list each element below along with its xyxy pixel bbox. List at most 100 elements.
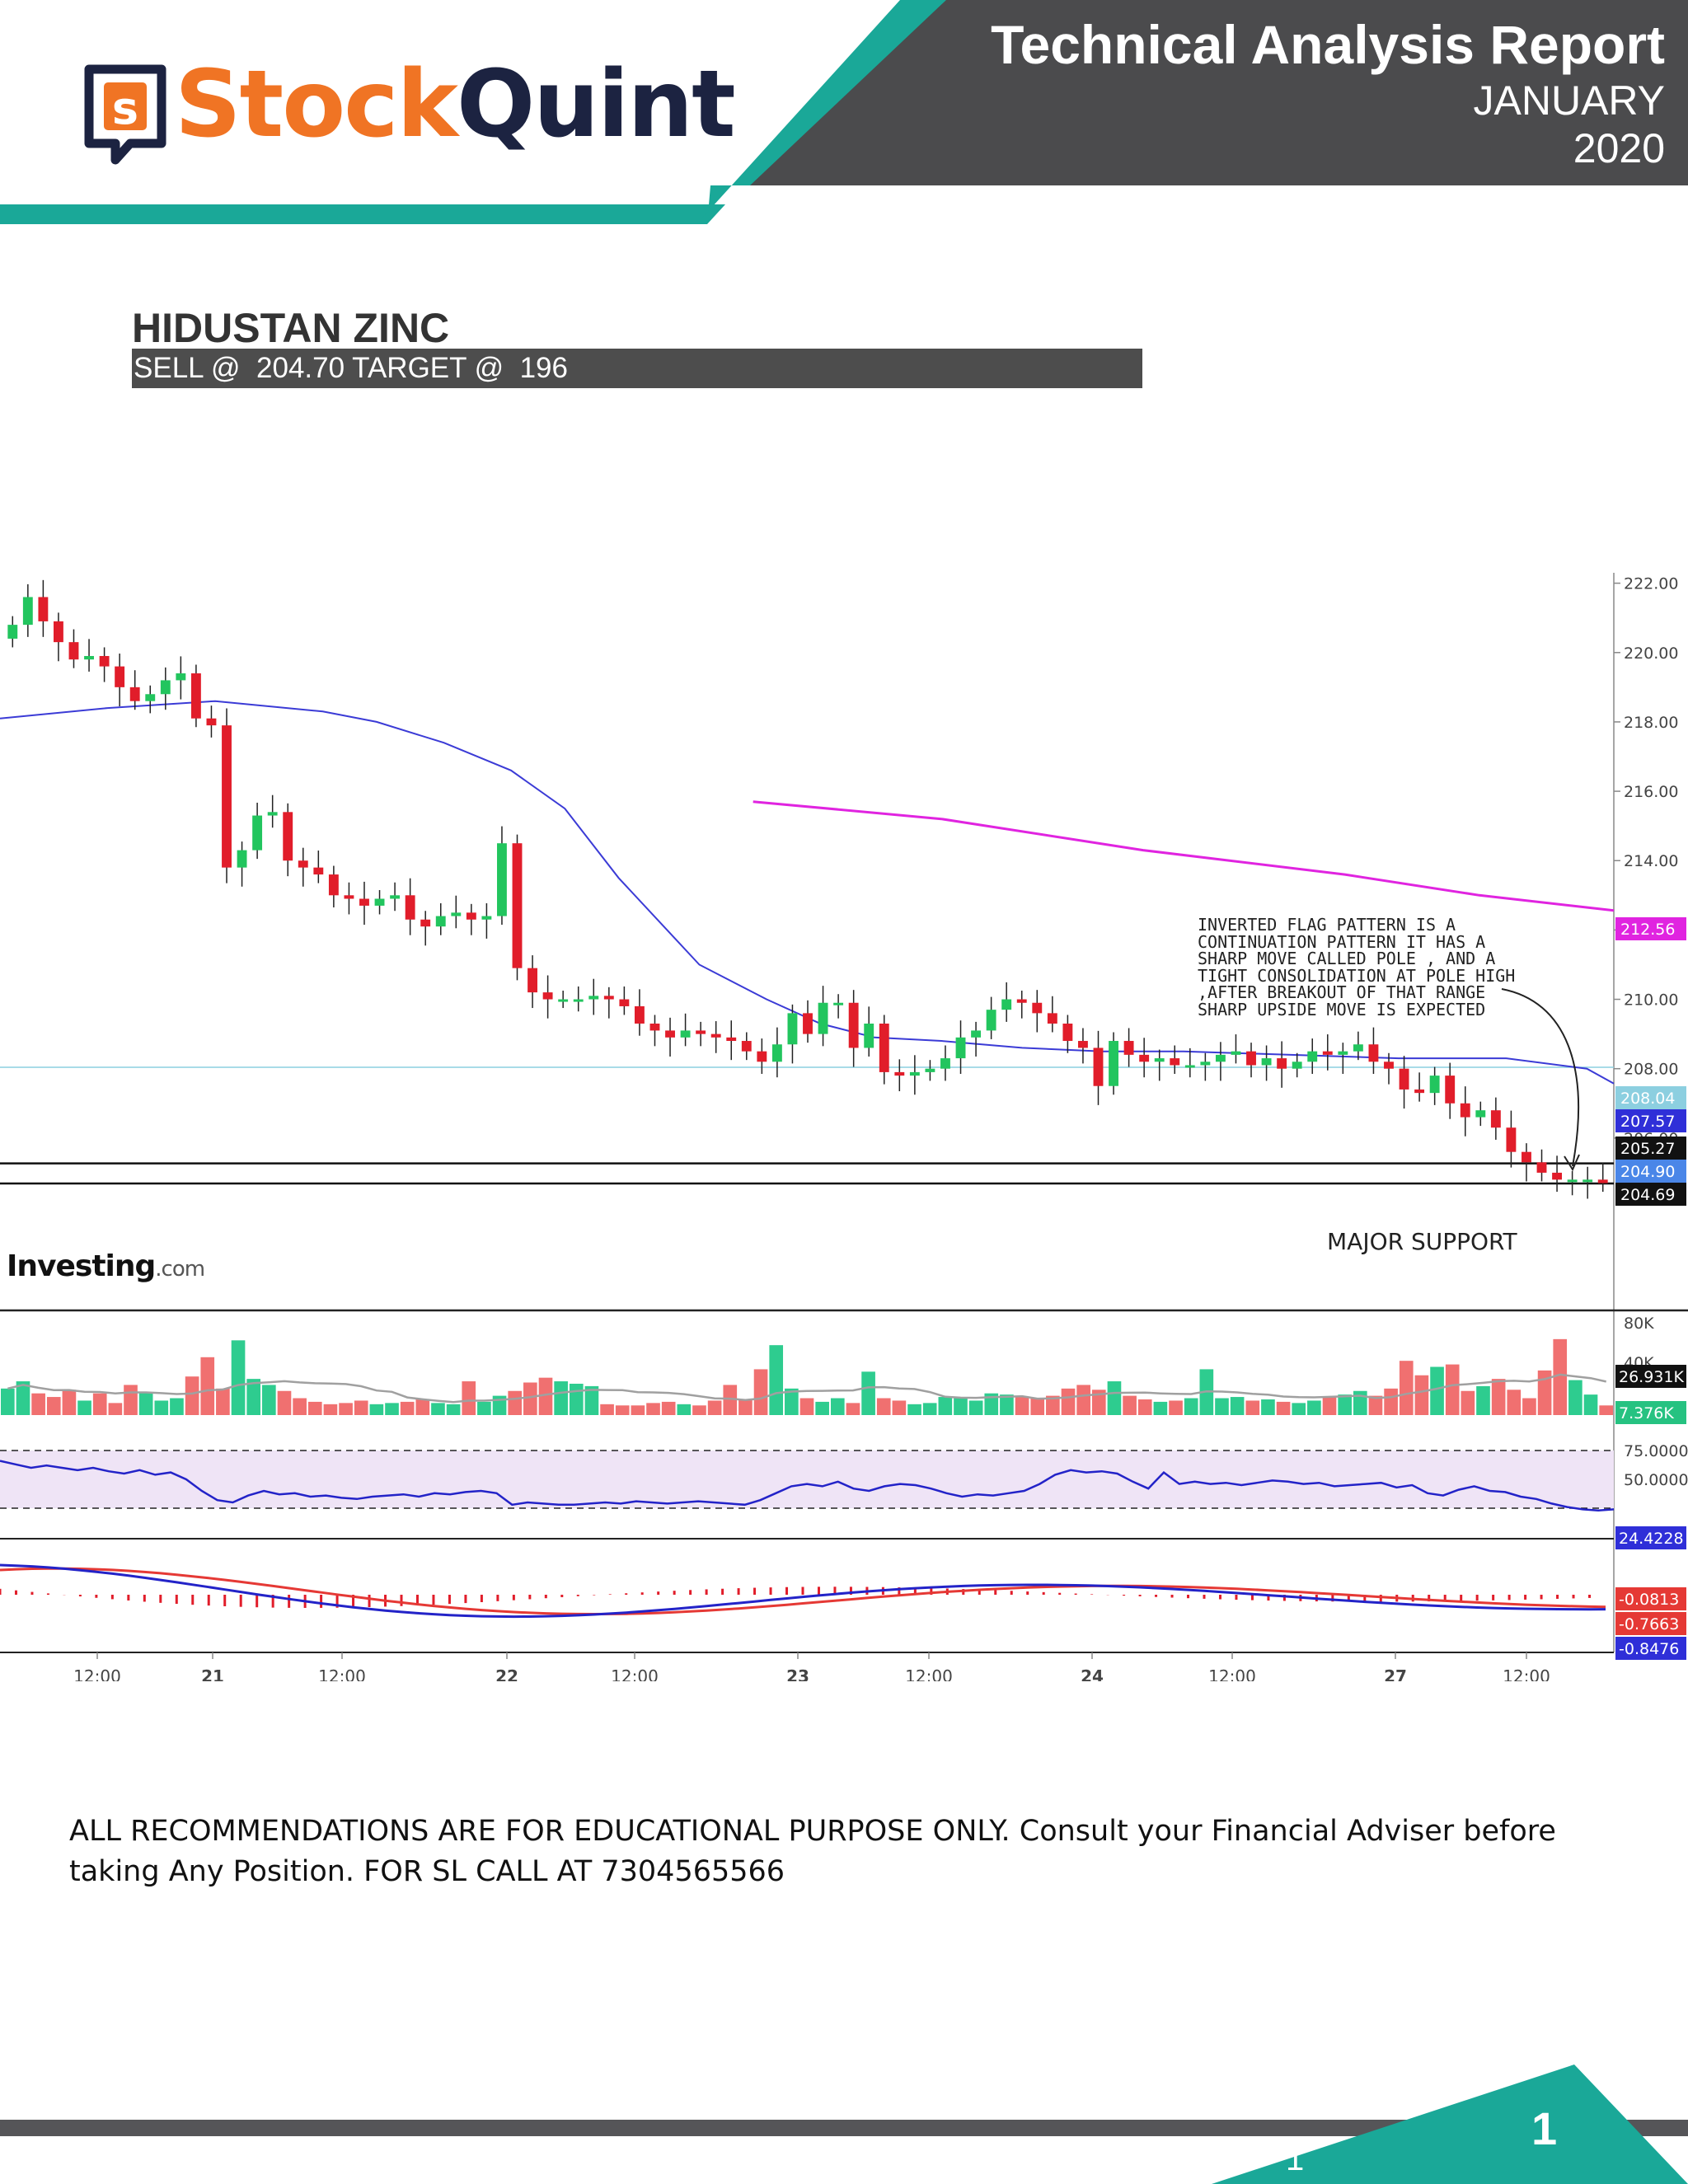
volume-bar	[1261, 1399, 1275, 1415]
source-domain: .com	[155, 1257, 205, 1282]
candle-body	[710, 1033, 721, 1038]
volume-bar	[446, 1404, 461, 1415]
volume-badge	[1615, 1401, 1686, 1424]
volume-bar	[984, 1393, 999, 1415]
volume-badge-label: 26.931K	[1619, 1368, 1684, 1386]
candle-body	[1506, 1127, 1517, 1152]
candle-body	[176, 673, 186, 681]
price-badge-label: 204.69	[1620, 1186, 1675, 1204]
volume-bar	[293, 1398, 307, 1415]
rsi-tick-label: 75.0000	[1624, 1442, 1688, 1460]
candle-body	[1184, 1065, 1195, 1068]
macd-badge	[1615, 1612, 1686, 1635]
volume-bar	[1583, 1394, 1598, 1415]
candle-body	[1322, 1051, 1333, 1055]
candle-body	[390, 895, 401, 899]
candle-body	[864, 1023, 874, 1048]
volume-bar	[661, 1401, 676, 1415]
stock-name: HIDUSTAN ZINC	[132, 305, 450, 351]
candle-body	[206, 718, 217, 726]
candle-body	[619, 999, 630, 1006]
rsi-line	[0, 1460, 1615, 1512]
volume-bar	[954, 1398, 968, 1415]
candle-body	[1016, 999, 1027, 1003]
candle-body	[542, 992, 553, 1000]
volume-bar	[1, 1388, 15, 1415]
volume-bar	[846, 1403, 860, 1415]
candle-body	[1582, 1179, 1593, 1183]
volume-bar	[1522, 1398, 1536, 1415]
volume-bar	[246, 1379, 261, 1415]
macd-badge-label: -0.8476	[1619, 1640, 1679, 1658]
volume-bar	[1399, 1361, 1414, 1415]
candle-body	[833, 1002, 844, 1005]
volume-bar	[1414, 1375, 1429, 1415]
price-tick-label: 222.00	[1624, 575, 1678, 593]
volume-bar	[1307, 1400, 1321, 1415]
volume-bar	[277, 1390, 292, 1415]
candle-body	[771, 1044, 782, 1062]
volume-bar	[1384, 1388, 1398, 1415]
volume-bar	[769, 1345, 784, 1415]
candle-body	[252, 815, 263, 851]
volume-bar	[707, 1400, 722, 1415]
volume-bar	[615, 1405, 630, 1415]
volume-bar	[1030, 1398, 1045, 1415]
volume-bar	[1015, 1397, 1029, 1415]
volume-bar	[1215, 1398, 1229, 1415]
candle-body	[283, 812, 293, 861]
candle-body	[1001, 999, 1012, 1010]
trade-call-bar: SELL @ 204.70 TARGET @ 196	[132, 349, 1142, 388]
candle-body	[955, 1037, 966, 1059]
volume-bar	[62, 1390, 77, 1415]
chart-area: 222.00220.00218.00216.00214.00212.00210.…	[0, 573, 1688, 1686]
candle-body	[1429, 1076, 1440, 1094]
price-badge-label: 207.57	[1620, 1113, 1675, 1131]
volume-bar	[1076, 1385, 1090, 1415]
volume-bar	[1123, 1395, 1137, 1415]
volume-bar	[216, 1388, 230, 1415]
candle-body	[1522, 1151, 1531, 1163]
volume-bar	[892, 1400, 907, 1415]
candle-body	[190, 673, 201, 719]
candle-body	[1078, 1041, 1088, 1048]
candle-body	[68, 642, 79, 660]
major-support-label: MAJOR SUPPORT	[1327, 1228, 1517, 1255]
volume-bar	[968, 1400, 983, 1415]
candle-body	[1231, 1051, 1241, 1055]
macd-signal-line	[0, 1567, 1606, 1616]
candle-body	[588, 996, 599, 1000]
candle-body	[222, 725, 232, 868]
candle-body	[940, 1058, 950, 1069]
candle-body	[573, 999, 584, 1002]
volume-bar	[1153, 1401, 1168, 1415]
candle-body	[99, 655, 110, 667]
moving-average-magenta	[753, 800, 1615, 912]
volume-bar	[1599, 1405, 1613, 1415]
candle-body	[7, 625, 18, 639]
volume-bar	[1061, 1388, 1076, 1415]
candle-body	[115, 666, 125, 687]
candle-body	[267, 812, 278, 816]
candle-body	[53, 621, 63, 643]
volume-bar	[16, 1381, 30, 1415]
price-tick-label: 210.00	[1624, 991, 1678, 1010]
disclaimer-text: ALL RECOMMENDATIONS ARE FOR EDUCATIONAL …	[69, 1815, 1556, 1888]
volume-bar	[938, 1397, 953, 1415]
candle-body	[38, 597, 49, 621]
volume-bar	[646, 1403, 660, 1415]
candle-body	[986, 1010, 996, 1031]
price-tick-label: 216.00	[1624, 783, 1678, 801]
volume-bar	[1445, 1364, 1460, 1415]
volume-bar	[262, 1385, 276, 1415]
price-badge	[1615, 1109, 1686, 1132]
candle-body	[344, 895, 354, 899]
volume-bar	[400, 1401, 415, 1415]
candle-body	[558, 999, 569, 1002]
time-tick-label: 21	[201, 1666, 224, 1681]
candle-body	[528, 968, 537, 993]
candle-body	[1490, 1110, 1501, 1128]
candle-body	[1246, 1051, 1256, 1066]
volume-bar	[738, 1399, 753, 1415]
volume-bar	[31, 1393, 45, 1415]
